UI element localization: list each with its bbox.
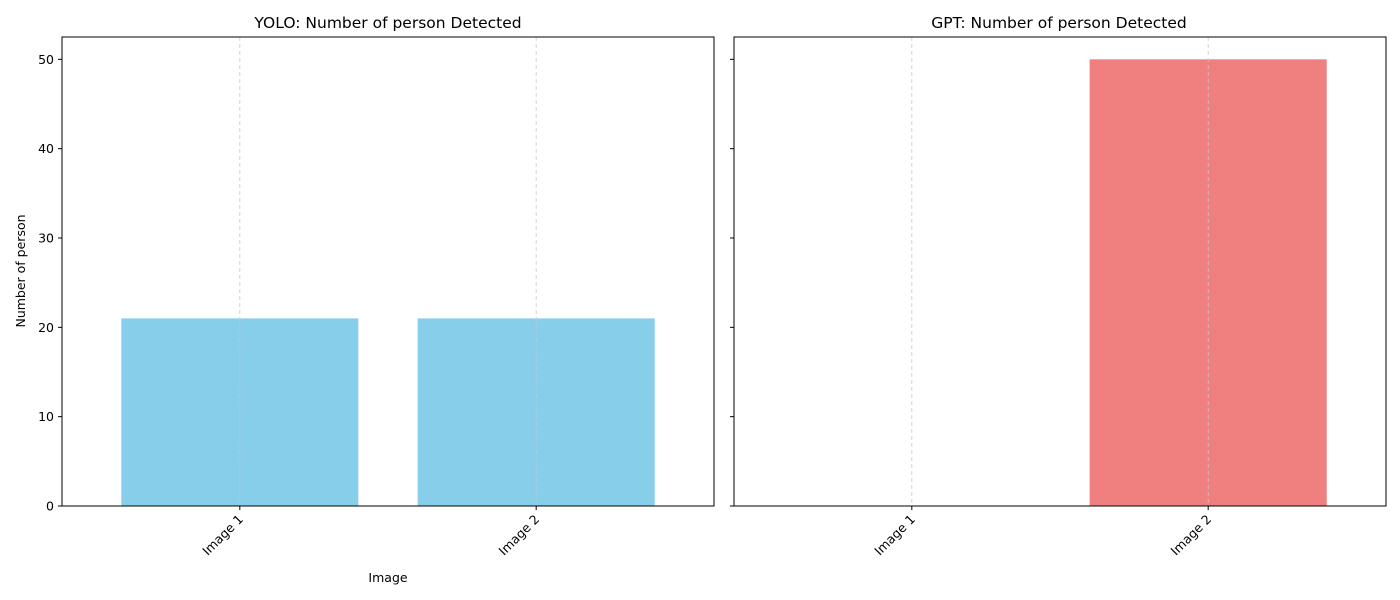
yolo-y-tick-label: 20 (38, 320, 54, 335)
yolo-chart-title: YOLO: Number of person Detected (253, 14, 521, 32)
yolo-subplot: YOLO: Number of person Detected 0 10 20 30 4… (13, 14, 715, 585)
yolo-y-tick-label: 40 (38, 141, 54, 156)
gpt-axes-frame (733, 36, 1387, 507)
yolo-y-axis-label: Number of person (13, 214, 28, 327)
yolo-x-axis-label: Image (368, 570, 407, 585)
yolo-y-tick-label: 50 (38, 52, 54, 67)
yolo-y-tick-label: 30 (38, 231, 54, 246)
yolo-y-tick-label: 10 (38, 409, 54, 424)
yolo-y-tick-label: 0 (46, 499, 54, 514)
gpt-chart-title: GPT: Number of person Detected (931, 14, 1186, 32)
yolo-axes-frame (61, 36, 715, 507)
